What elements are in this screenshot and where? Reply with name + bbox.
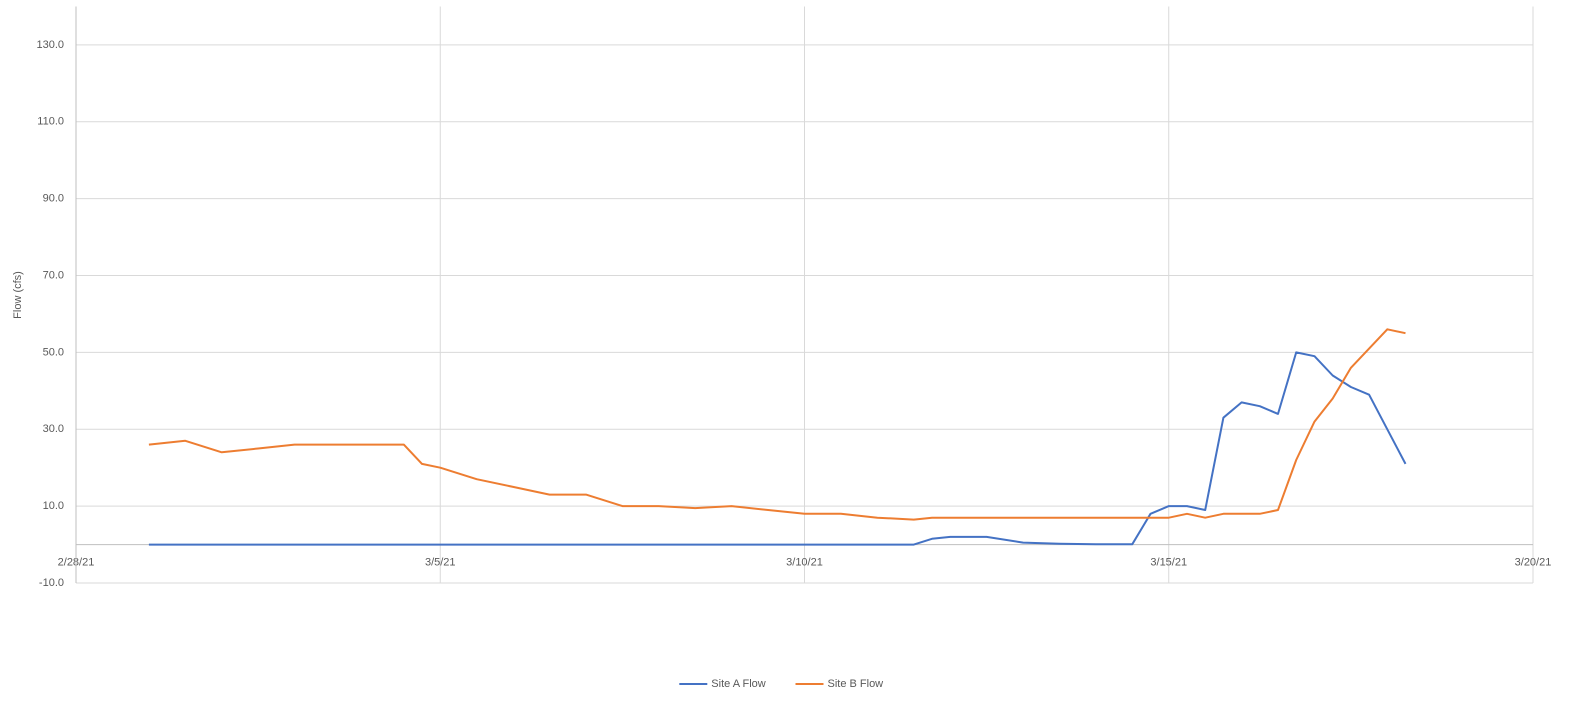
y-tick-label: 10.0 bbox=[43, 500, 64, 512]
x-tick-label: 3/5/21 bbox=[425, 556, 456, 568]
legend-label: Site B Flow bbox=[828, 678, 884, 690]
x-tick-label: 3/15/21 bbox=[1150, 556, 1187, 568]
x-tick-label: 3/20/21 bbox=[1515, 556, 1552, 568]
legend-label: Site A Flow bbox=[711, 678, 765, 690]
y-tick-label: 90.0 bbox=[43, 193, 64, 205]
y-tick-label: 130.0 bbox=[36, 39, 64, 51]
x-tick-label: 3/10/21 bbox=[786, 556, 823, 568]
y-tick-label: 70.0 bbox=[43, 269, 64, 281]
y-tick-label: 110.0 bbox=[37, 116, 64, 128]
y-tick-label: 30.0 bbox=[43, 423, 64, 435]
series-line bbox=[148, 351, 1407, 546]
y-tick-label: 50.0 bbox=[43, 346, 64, 358]
y-tick-label: -10.0 bbox=[39, 577, 64, 589]
series-line bbox=[148, 328, 1406, 521]
y-axis-title: Flow (cfs) bbox=[12, 271, 24, 319]
